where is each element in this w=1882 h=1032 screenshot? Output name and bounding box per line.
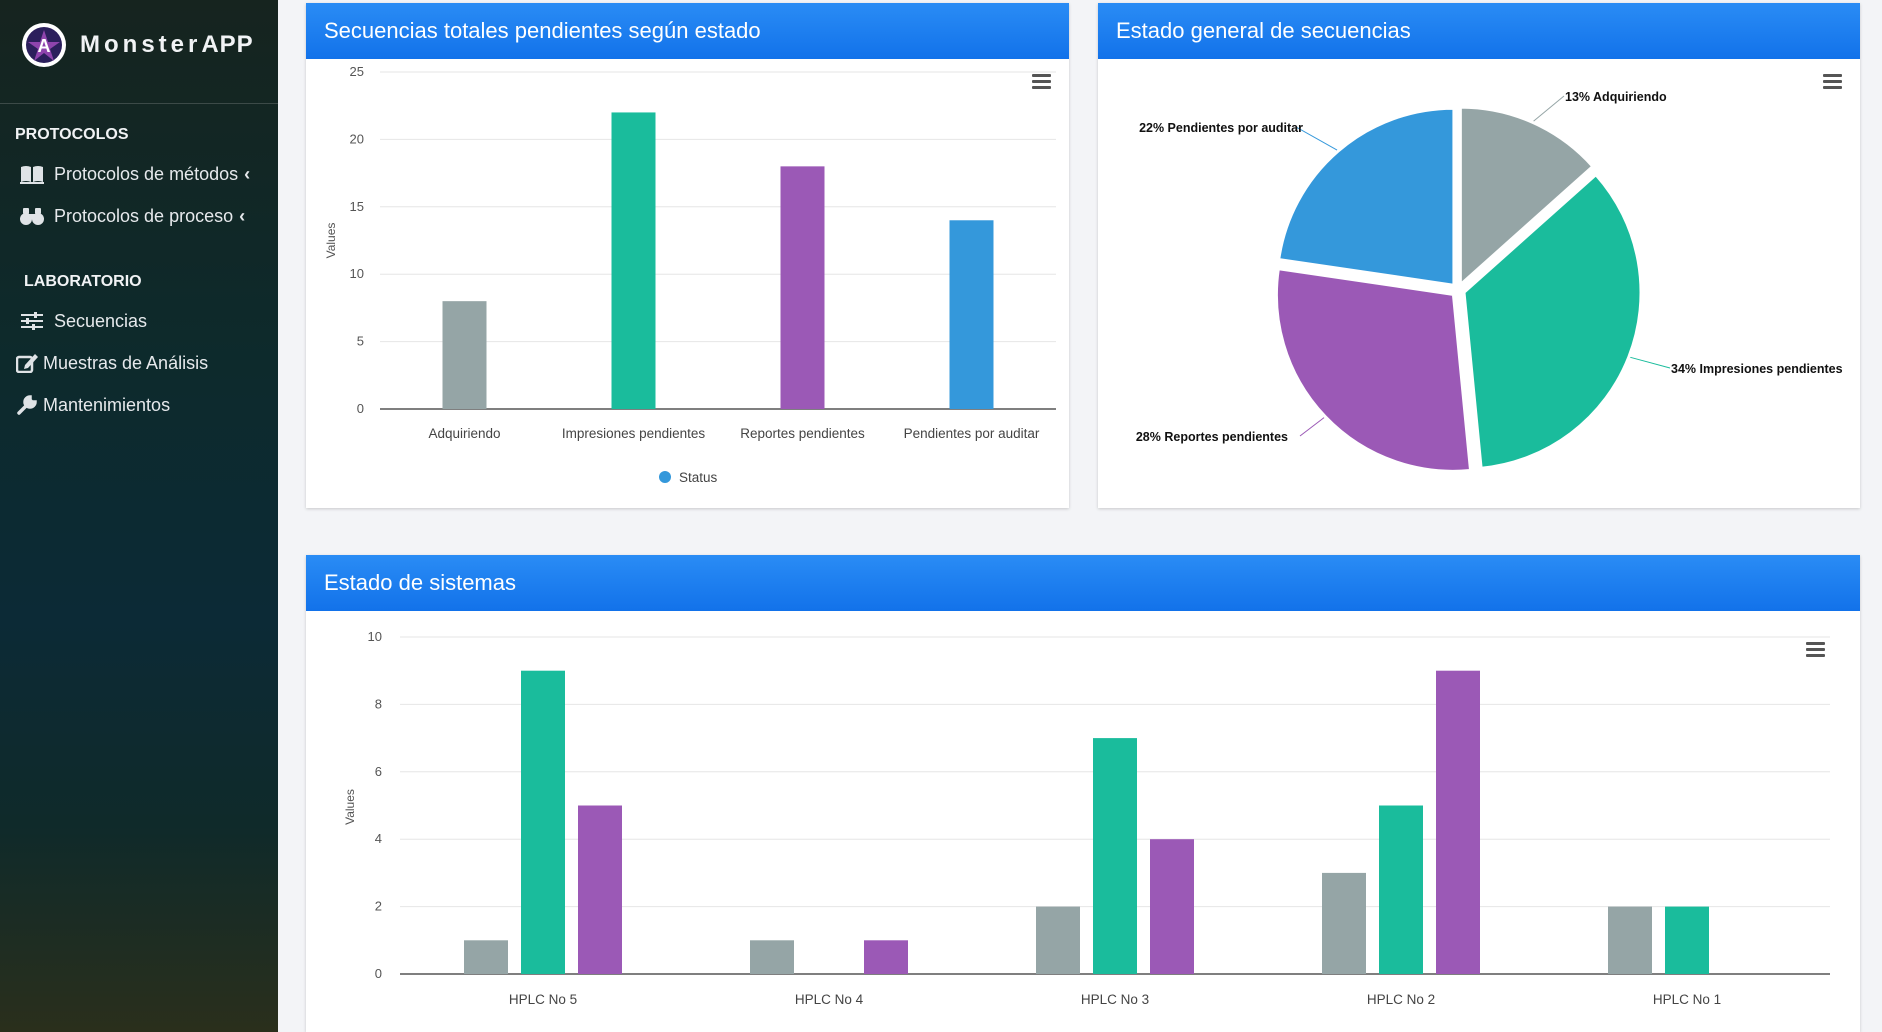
chart-menu-icon[interactable] bbox=[1823, 74, 1842, 92]
sidebar-item-label: Protocolos de métodos bbox=[54, 163, 239, 184]
y-tick-label: 20 bbox=[350, 131, 364, 146]
legend-label: Status bbox=[679, 470, 718, 485]
x-tick-label: HPLC No 5 bbox=[509, 992, 577, 1007]
card-systems: Estado de sistemas 0 2 4 6 8 10 Values HPLC No … bbox=[306, 555, 1860, 1032]
pie-chart-status: 13% Adquiriendo 34% Impresiones pendiente… bbox=[1136, 90, 1843, 472]
sidebar-item-protocolos-metodos[interactable]: Protocolos de métodos ‹ bbox=[20, 163, 250, 185]
bar bbox=[1322, 872, 1366, 974]
x-tick-label: HPLC No 4 bbox=[795, 992, 864, 1007]
bar bbox=[1665, 906, 1709, 974]
sidebar-item-label: Muestras de Análisis bbox=[43, 352, 209, 373]
y-tick-label: 25 bbox=[350, 64, 364, 79]
brand[interactable]: A MonsterAPP bbox=[22, 23, 254, 67]
card-title: Estado de sistemas bbox=[306, 555, 1860, 611]
bar bbox=[578, 805, 622, 974]
sidebar-item-label: Secuencias bbox=[54, 310, 148, 331]
pie-slice-label: 34% Impresiones pendientes bbox=[1671, 362, 1843, 376]
y-tick-label: 0 bbox=[357, 401, 364, 416]
sidebar-item-secuencias[interactable]: Secuencias bbox=[20, 310, 147, 332]
bar bbox=[464, 940, 508, 974]
bar bbox=[949, 220, 994, 409]
app-logo-icon: A bbox=[22, 23, 66, 67]
bar bbox=[1379, 805, 1423, 974]
pie-slice bbox=[1459, 106, 1594, 286]
chart-menu-icon[interactable] bbox=[1032, 74, 1051, 92]
chevron-left-icon: ‹ bbox=[239, 205, 246, 226]
card-bar-status: Secuencias totales pendientes según esta… bbox=[306, 3, 1069, 508]
pie-slice-label: 22% Pendientes por auditar bbox=[1139, 121, 1303, 135]
svg-text:A: A bbox=[38, 36, 51, 56]
pie-connector bbox=[1533, 95, 1565, 122]
bar bbox=[1608, 906, 1652, 974]
sidebar-item-protocolos-proceso[interactable]: Protocolos de proceso ‹ bbox=[20, 205, 245, 227]
sidebar-item-label: Mantenimientos bbox=[43, 394, 171, 415]
card-title: Estado general de secuencias bbox=[1098, 3, 1860, 59]
sidebar-item-muestras[interactable]: Muestras de Análisis bbox=[15, 352, 208, 374]
y-tick-label: 0 bbox=[375, 966, 382, 981]
pie-slice-label: 13% Adquiriendo bbox=[1565, 90, 1667, 104]
wrench-icon bbox=[15, 394, 39, 416]
chevron-left-icon: ‹ bbox=[244, 163, 251, 184]
card-pie-status: Estado general de secuencias 13% Adquiri… bbox=[1098, 3, 1860, 508]
bar bbox=[611, 112, 656, 409]
bar bbox=[1150, 839, 1194, 974]
bar-chart-systems: 0 2 4 6 8 10 Values HPLC No 5 HPLC No 4 HPLC No 3… bbox=[343, 629, 1830, 1007]
section-title-protocolos: PROTOCOLOS bbox=[15, 126, 129, 143]
y-axis-label: Values bbox=[343, 789, 357, 825]
legend-marker bbox=[659, 471, 671, 483]
edit-icon bbox=[15, 352, 39, 374]
y-tick-label: 4 bbox=[375, 831, 382, 846]
bar bbox=[521, 670, 565, 974]
binoculars-icon bbox=[20, 205, 44, 227]
brand-name: MonsterAPP bbox=[80, 31, 254, 58]
x-tick-label: Adquiriendo bbox=[428, 426, 500, 441]
y-axis-label: Values bbox=[324, 223, 338, 259]
card-title: Secuencias totales pendientes según esta… bbox=[306, 3, 1069, 59]
bar-chart-status: 0 5 10 15 20 25 Values Adquiriendo Impresiones p… bbox=[324, 64, 1056, 485]
sidebar-item-label: Protocolos de proceso bbox=[54, 205, 234, 226]
bar bbox=[442, 301, 487, 409]
bar bbox=[1093, 738, 1137, 974]
section-title-laboratorio: LABORATORIO bbox=[24, 273, 142, 290]
sliders-icon bbox=[20, 310, 44, 332]
x-tick-label: Pendientes por auditar bbox=[904, 426, 1040, 441]
pie-connector bbox=[1630, 356, 1671, 369]
bar bbox=[864, 940, 908, 974]
pie-slice bbox=[1463, 173, 1642, 469]
x-tick-label: HPLC No 2 bbox=[1367, 992, 1435, 1007]
sidebar-item-mantenimientos[interactable]: Mantenimientos bbox=[15, 394, 170, 416]
y-tick-label: 8 bbox=[375, 696, 382, 711]
y-tick-label: 10 bbox=[368, 629, 382, 644]
bar bbox=[1436, 670, 1480, 974]
x-tick-label: Impresiones pendientes bbox=[562, 426, 706, 441]
bar bbox=[750, 940, 794, 974]
pie-slice bbox=[1275, 268, 1472, 472]
pie-slice-label: 28% Reportes pendientes bbox=[1136, 430, 1288, 444]
y-tick-label: 15 bbox=[350, 199, 364, 214]
pie-connector bbox=[1299, 417, 1325, 437]
y-tick-label: 6 bbox=[375, 764, 382, 779]
x-tick-label: HPLC No 3 bbox=[1081, 992, 1149, 1007]
bar bbox=[780, 166, 825, 409]
pie-connector bbox=[1295, 126, 1338, 151]
chart-menu-icon[interactable] bbox=[1806, 642, 1825, 660]
y-tick-label: 5 bbox=[357, 334, 364, 349]
sidebar: A MonsterAPP PROTOCOLOS Protocolos de mé… bbox=[0, 0, 278, 1032]
x-tick-label: HPLC No 1 bbox=[1653, 992, 1721, 1007]
pie-slice bbox=[1278, 107, 1455, 286]
sidebar-divider bbox=[0, 103, 278, 104]
x-tick-label: Reportes pendientes bbox=[740, 426, 865, 441]
y-tick-label: 10 bbox=[350, 266, 364, 281]
book-icon bbox=[20, 163, 44, 185]
bar bbox=[1036, 906, 1080, 974]
y-tick-label: 2 bbox=[375, 899, 382, 914]
